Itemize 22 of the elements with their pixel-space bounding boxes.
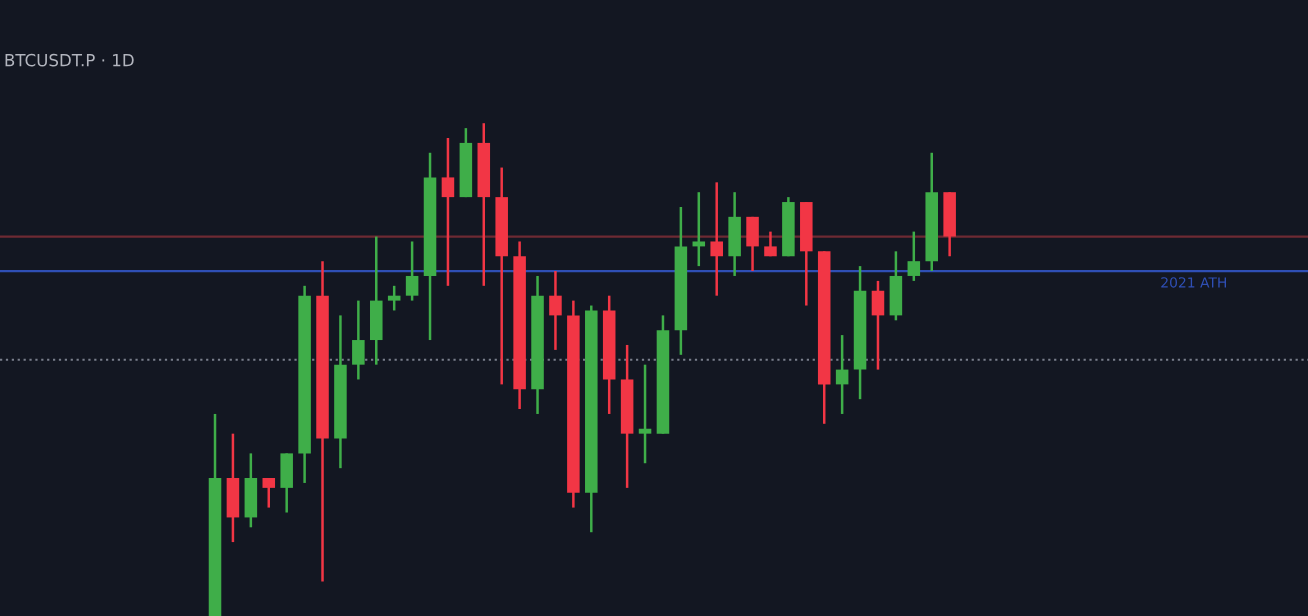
candlestick	[638, 363, 652, 465]
candlestick	[835, 333, 849, 416]
candlestick	[746, 215, 759, 273]
candlestick	[441, 136, 455, 288]
candlestick	[871, 279, 885, 371]
candlestick	[943, 190, 956, 258]
candlestick	[692, 190, 706, 268]
text: BTCUSDT.P · 1D	[5, 53, 134, 67]
candlestick	[352, 299, 365, 381]
candlestick	[387, 284, 401, 312]
candlestick	[764, 230, 777, 258]
candlestick	[710, 181, 723, 297]
candlestick	[405, 240, 419, 302]
candlestick	[549, 269, 562, 352]
candlestick	[370, 235, 383, 366]
candlestick	[889, 250, 903, 322]
candlestick	[262, 476, 276, 509]
candlestick	[728, 190, 741, 278]
candlestick	[907, 230, 921, 283]
candlestick	[280, 452, 293, 514]
candlestick	[244, 452, 258, 529]
candlestick	[226, 432, 240, 544]
